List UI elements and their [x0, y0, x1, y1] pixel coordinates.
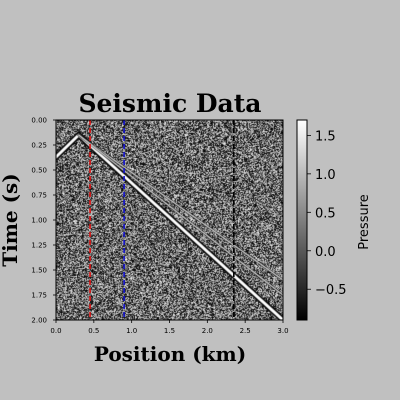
x-axis-label: Position (km) — [94, 342, 246, 366]
colorbar-tick-label: 1.0 — [315, 168, 336, 183]
x-tick-label: 1.0 — [126, 327, 137, 335]
colorbar-tick-label: 0.0 — [315, 245, 336, 260]
y-tick-label: 1.50 — [31, 267, 47, 275]
colorbar-ticks: 1.5 1.0 0.5 0.0 −0.5 — [307, 129, 347, 298]
y-axis-label: Time (s) — [0, 173, 22, 267]
y-axis-ticks: 0.00 0.25 0.50 0.75 1.00 1.25 1.50 1.75 2.00 — [31, 117, 56, 325]
x-tick-label: 2.0 — [202, 327, 213, 335]
x-tick-label: 0.0 — [50, 327, 61, 335]
y-tick-label: 1.25 — [31, 242, 47, 250]
colorbar-tick-label: 0.5 — [315, 206, 336, 221]
y-tick-label: 0.50 — [31, 167, 47, 175]
y-tick-label: 1.75 — [31, 292, 47, 300]
y-tick-label: 0.25 — [31, 142, 47, 150]
colorbar: 1.5 1.0 0.5 0.0 −0.5 Pressure — [297, 120, 372, 320]
x-tick-label: 1.5 — [164, 327, 175, 335]
colorbar-gradient — [297, 120, 307, 320]
x-axis-ticks: 0.0 0.5 1.0 1.5 2.0 2.5 3.0 — [50, 320, 288, 335]
y-tick-label: 0.00 — [31, 117, 47, 125]
y-tick-label: 0.75 — [31, 192, 47, 200]
plot-area — [56, 120, 283, 320]
x-tick-label: 3.0 — [277, 327, 288, 335]
colorbar-label: Pressure — [357, 194, 372, 250]
y-tick-label: 2.00 — [31, 317, 47, 325]
chart-title: Seismic Data — [78, 89, 261, 118]
colorbar-tick-label: −0.5 — [315, 283, 347, 298]
x-tick-label: 2.5 — [240, 327, 251, 335]
colorbar-tick-label: 1.5 — [315, 129, 336, 144]
y-tick-label: 1.00 — [31, 217, 47, 225]
x-tick-label: 0.5 — [88, 327, 99, 335]
